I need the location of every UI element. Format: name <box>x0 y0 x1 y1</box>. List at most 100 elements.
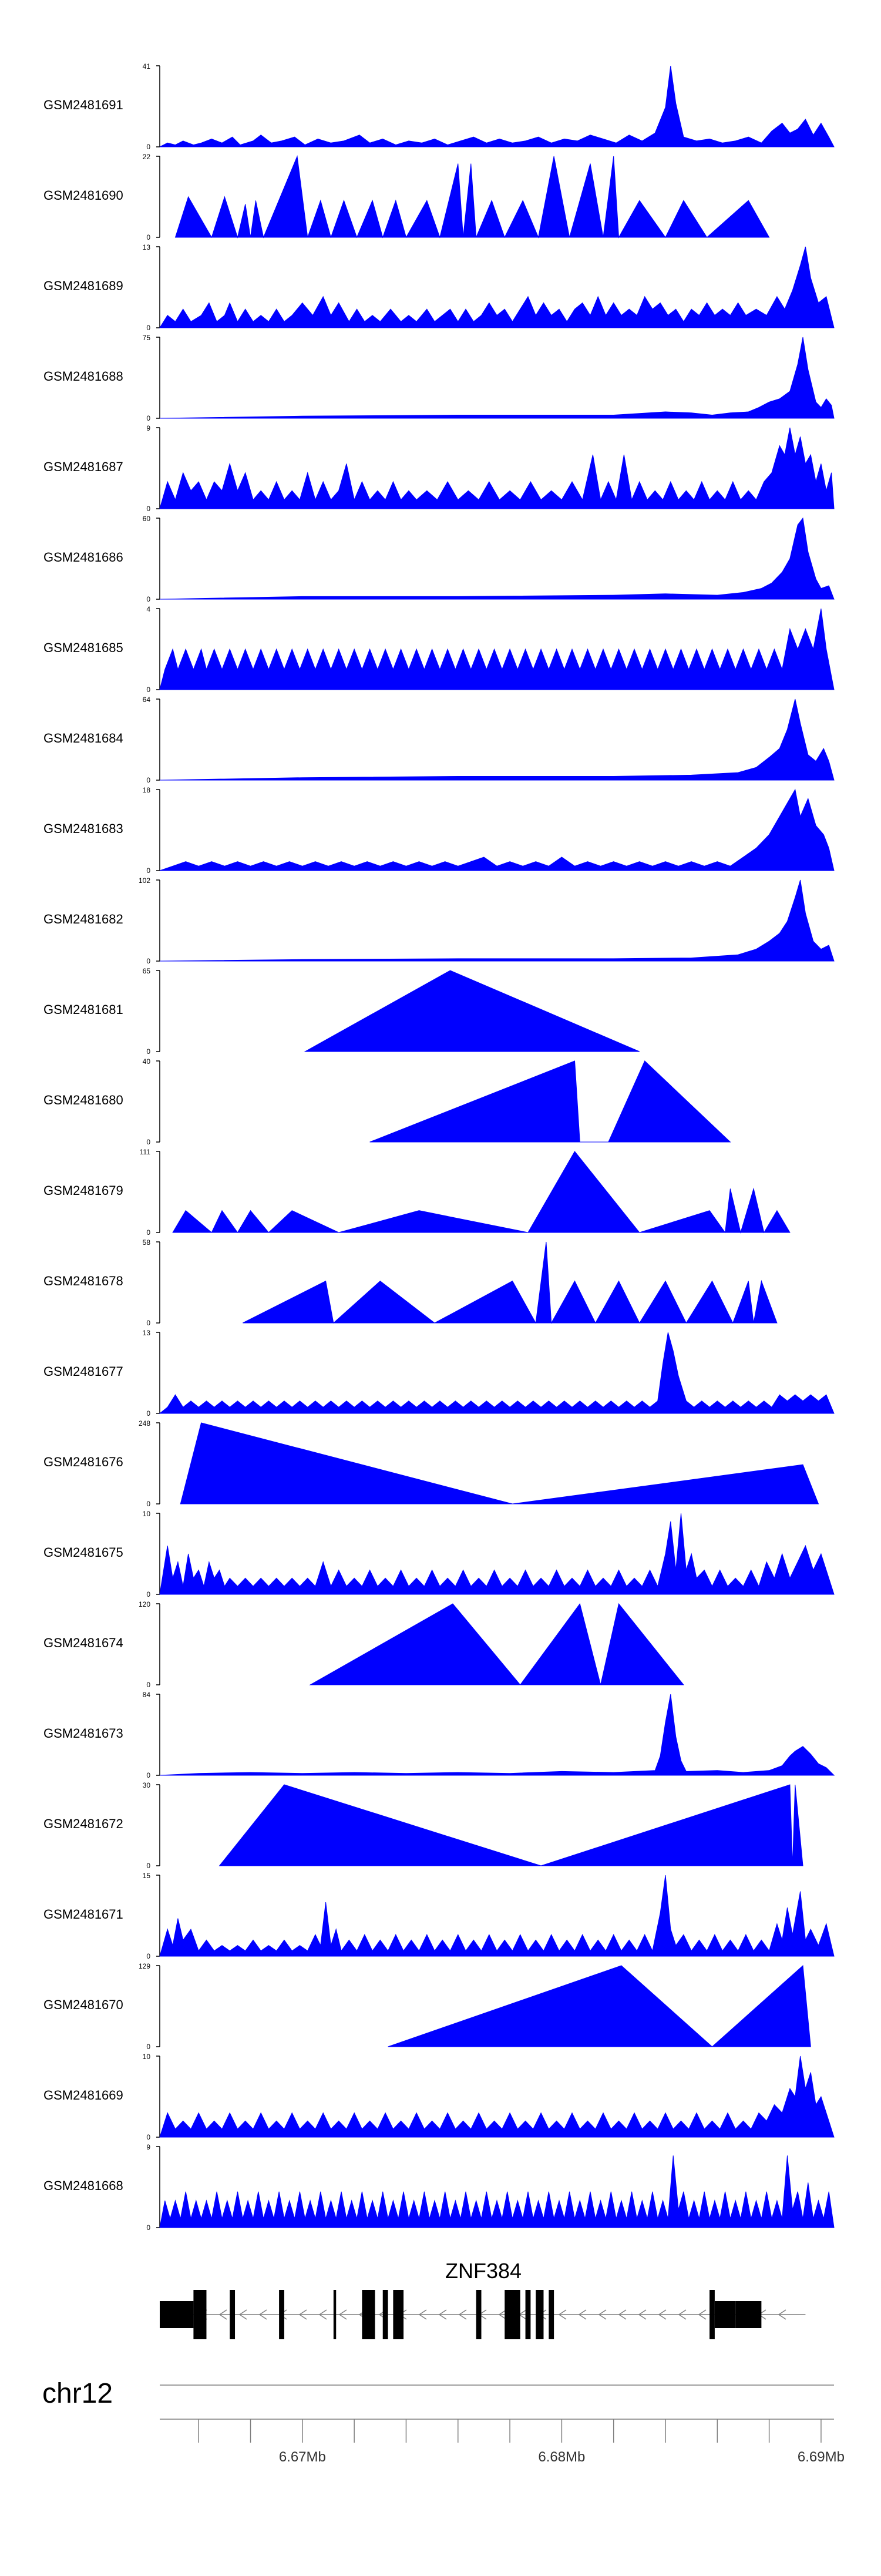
track-y-min-label: 0 <box>146 505 150 513</box>
track-y-min-label: 0 <box>146 233 150 241</box>
chromosome-label: chr12 <box>42 2378 113 2409</box>
track-y-min-label: 0 <box>146 1771 150 1779</box>
track-y-min-label: 0 <box>146 2043 150 2051</box>
coverage-area <box>172 1151 791 1234</box>
track-y-max-label: 60 <box>143 515 151 523</box>
coverage-tracks: GSM2481691410GSM2481690220GSM2481689130G… <box>43 62 835 2232</box>
coverage-area <box>309 1603 684 1685</box>
track-y-min-label: 0 <box>146 1862 150 1870</box>
track-label: GSM2481687 <box>43 459 123 474</box>
gene-exon <box>735 2301 762 2328</box>
strand-arrow-icon <box>418 2309 427 2320</box>
track-GSM2481671: GSM2481671 15 0 <box>43 1872 835 1960</box>
strand-arrow-icon <box>498 2309 507 2320</box>
track-y-min-label: 0 <box>146 1047 150 1056</box>
strand-arrow-icon <box>298 2309 307 2320</box>
strand-arrow-icon <box>218 2309 227 2320</box>
track-label: GSM2481668 <box>43 2178 123 2193</box>
track-GSM2481685: GSM2481685 4 0 <box>43 605 835 694</box>
track-y-max-label: 13 <box>143 243 151 251</box>
track-y-min-label: 0 <box>146 1681 150 1689</box>
track-y-min-label: 0 <box>146 595 150 603</box>
track-y-min-label: 0 <box>146 866 150 875</box>
track-GSM2481675: GSM2481675 10 0 <box>43 1510 835 1598</box>
track-GSM2481676: GSM2481676 248 0 <box>43 1419 819 1508</box>
gene-exon <box>333 2290 337 2339</box>
track-y-min-label: 0 <box>146 776 150 784</box>
track-y-max-label: 10 <box>143 1510 151 1518</box>
gene-exon <box>362 2290 375 2339</box>
strand-arrow-icon <box>338 2309 347 2320</box>
gene-exon <box>193 2290 207 2339</box>
coverage-area <box>159 2155 835 2228</box>
track-y-max-label: 13 <box>143 1329 151 1337</box>
track-y-max-label: 9 <box>146 424 150 432</box>
track-y-max-label: 30 <box>143 1781 151 1789</box>
axis-tick-label: 6.68Mb <box>538 2449 585 2465</box>
track-GSM2481687: GSM2481687 9 0 <box>43 424 835 513</box>
coverage-area <box>159 788 835 871</box>
strand-arrow-icon <box>638 2309 647 2320</box>
track-label: GSM2481676 <box>43 1455 123 1469</box>
track-label: GSM2481691 <box>43 98 123 112</box>
track-GSM2481691: GSM2481691 41 0 <box>43 62 835 151</box>
track-GSM2481678: GSM2481678 58 0 <box>43 1238 778 1327</box>
gene-name-label: ZNF384 <box>445 2259 522 2283</box>
track-label: GSM2481683 <box>43 821 123 836</box>
track-GSM2481674: GSM2481674 120 0 <box>43 1600 684 1689</box>
track-label: GSM2481681 <box>43 1002 123 1017</box>
gene-exon <box>709 2290 715 2339</box>
gene-exon <box>230 2290 236 2339</box>
track-label: GSM2481685 <box>43 640 123 655</box>
track-GSM2481681: GSM2481681 65 0 <box>43 967 640 1056</box>
track-y-min-label: 0 <box>146 1500 150 1508</box>
track-GSM2481679: GSM2481679 111 0 <box>43 1148 791 1237</box>
track-y-max-label: 248 <box>139 1419 150 1428</box>
coverage-area <box>388 1964 811 2047</box>
axis-tick-label: 6.69Mb <box>798 2449 845 2465</box>
track-y-max-label: 111 <box>140 1148 151 1156</box>
track-GSM2481689: GSM2481689 13 0 <box>43 243 835 332</box>
track-y-max-label: 41 <box>143 62 151 70</box>
track-GSM2481686: GSM2481686 60 0 <box>43 515 835 603</box>
track-GSM2481670: GSM2481670 129 0 <box>43 1962 811 2051</box>
track-label: GSM2481689 <box>43 278 123 293</box>
track-y-min-label: 0 <box>146 1138 150 1146</box>
track-label: GSM2481684 <box>43 731 123 745</box>
track-y-max-label: 102 <box>139 876 150 885</box>
strand-arrow-icon <box>778 2309 786 2320</box>
track-label: GSM2481674 <box>43 1635 123 1650</box>
strand-arrow-icon <box>318 2309 327 2320</box>
strand-arrow-icon <box>698 2309 707 2320</box>
track-GSM2481672: GSM2481672 30 0 <box>43 1781 803 1870</box>
track-y-max-label: 4 <box>146 605 150 613</box>
track-y-min-label: 0 <box>146 1952 150 1960</box>
strand-arrow-icon <box>558 2309 567 2320</box>
axis-tick-label: 6.67Mb <box>279 2449 326 2465</box>
coverage-area <box>159 65 835 147</box>
track-label: GSM2481680 <box>43 1093 123 1107</box>
strand-arrow-icon <box>438 2309 447 2320</box>
coverage-area <box>174 155 770 239</box>
coverage-area <box>159 517 835 600</box>
track-GSM2481683: GSM2481683 18 0 <box>43 786 835 875</box>
coverage-area <box>180 1422 819 1504</box>
track-y-max-label: 10 <box>143 2053 151 2061</box>
track-y-max-label: 22 <box>143 153 151 161</box>
track-GSM2481684: GSM2481684 64 0 <box>43 696 835 784</box>
track-y-min-label: 0 <box>146 1590 150 1598</box>
strand-arrow-icon <box>578 2309 587 2320</box>
track-label: GSM2481669 <box>43 2088 123 2103</box>
track-y-max-label: 15 <box>143 1872 151 1880</box>
coverage-area <box>369 1060 731 1143</box>
track-label: GSM2481677 <box>43 1364 123 1379</box>
gene-exon <box>525 2290 531 2339</box>
coverage-area <box>159 427 835 509</box>
track-GSM2481668: GSM2481668 9 0 <box>43 2143 835 2232</box>
track-y-max-label: 9 <box>146 2143 150 2151</box>
track-label: GSM2481672 <box>43 1816 123 1831</box>
track-GSM2481682: GSM2481682 102 0 <box>43 876 835 965</box>
coverage-area <box>304 970 640 1052</box>
